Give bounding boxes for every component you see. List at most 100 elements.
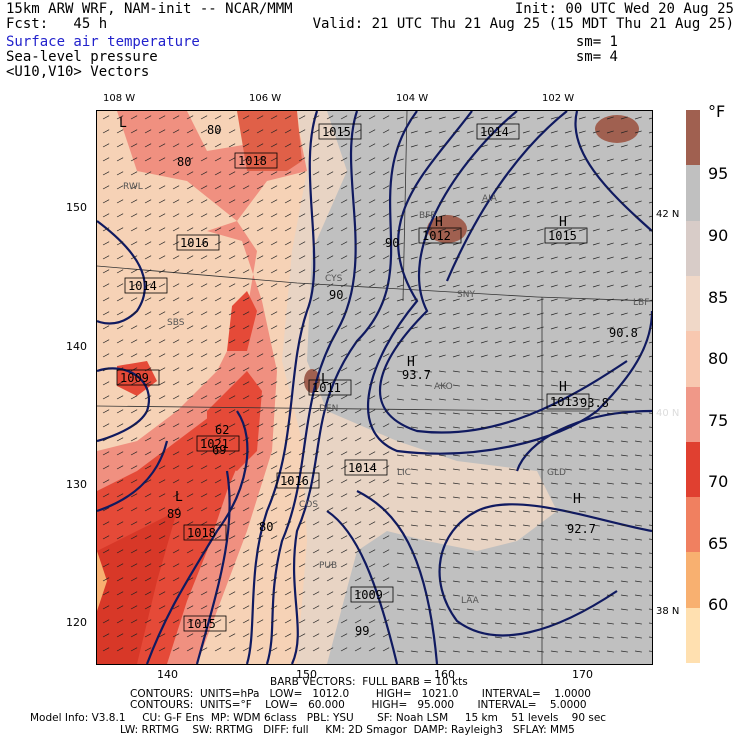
wind-barb — [494, 228, 502, 232]
wind-barb — [396, 270, 404, 274]
pressure-label: 1018 — [238, 154, 267, 168]
wind-barb — [214, 591, 222, 596]
wind-barb — [382, 269, 390, 274]
wind-barb — [466, 228, 474, 232]
wind-barb — [634, 524, 642, 527]
wind-barb — [368, 451, 376, 456]
temperature-value: 90 — [329, 288, 343, 302]
wind-barb — [578, 482, 586, 485]
wind-barb — [368, 381, 376, 386]
wind-barb — [130, 395, 138, 400]
lat-label-40n: 40 N — [656, 408, 680, 419]
colorbar-segment — [686, 441, 700, 498]
wind-barb — [480, 608, 488, 611]
wind-barb — [130, 451, 138, 456]
wind-barb — [298, 549, 306, 554]
wind-barb — [480, 326, 488, 330]
wind-barb — [340, 185, 348, 190]
wind-barb — [522, 594, 530, 597]
wind-barb — [144, 591, 152, 596]
wind-barb — [228, 129, 236, 134]
wind-barb — [550, 426, 558, 429]
wind-barb — [620, 370, 628, 373]
wind-barb — [648, 187, 652, 190]
wind-barb — [144, 129, 152, 134]
wind-barb — [592, 622, 600, 625]
colorbar-label: 90 — [708, 226, 729, 245]
wind-barb — [648, 299, 652, 302]
wind-barb — [186, 353, 194, 358]
wind-barb — [480, 270, 488, 274]
wind-barb — [438, 426, 446, 429]
wind-barb — [480, 130, 488, 134]
lon-label-108w: 108 W — [103, 93, 136, 104]
wind-barb — [116, 297, 124, 302]
wind-barb — [256, 381, 264, 386]
wind-barb — [242, 171, 250, 176]
wind-barb — [242, 241, 250, 246]
wind-barb — [648, 482, 652, 484]
wind-barb — [214, 535, 222, 540]
wind-barb — [284, 269, 292, 274]
wind-barb — [172, 647, 180, 652]
wind-barb — [228, 451, 236, 456]
wind-barb — [270, 577, 278, 582]
wind-barb — [382, 633, 390, 638]
wind-barb — [354, 255, 362, 260]
wind-barb — [522, 468, 530, 471]
wind-barb — [564, 454, 572, 457]
wind-barb — [130, 619, 138, 624]
wind-barb — [466, 186, 474, 190]
wind-barb — [200, 241, 208, 246]
wind-barb — [592, 454, 600, 457]
wind-barb — [228, 395, 236, 400]
wind-barb — [368, 367, 376, 372]
wind-barb — [620, 468, 628, 471]
wind-barb — [242, 465, 250, 470]
smoothing-1: sm= 1 — [575, 34, 618, 50]
wind-barb — [620, 284, 628, 288]
wind-barb — [158, 297, 166, 302]
grid-tick-y: 150 — [66, 201, 87, 214]
wind-barb — [508, 426, 516, 429]
wind-barb — [158, 185, 166, 190]
wind-barb — [354, 115, 362, 120]
wind-barb — [522, 552, 530, 555]
wind-barb — [116, 311, 124, 316]
wind-barb — [564, 608, 572, 611]
wind-barb — [200, 129, 208, 134]
wind-barb — [312, 339, 320, 344]
wind-barb — [186, 115, 194, 120]
wind-barb — [508, 284, 516, 288]
wind-barb — [270, 619, 278, 624]
wind-barb — [284, 311, 292, 316]
wind-barb — [480, 354, 488, 358]
wind-barb — [228, 479, 236, 484]
wind-barb — [102, 451, 110, 456]
wind-barb — [648, 552, 652, 554]
wind-barb — [452, 298, 460, 302]
wind-barb — [424, 650, 432, 653]
wind-barb — [312, 381, 320, 386]
wind-barb — [270, 199, 278, 204]
wind-barb — [200, 213, 208, 218]
wind-barb — [270, 563, 278, 568]
wind-barb — [326, 563, 334, 568]
wind-barb — [452, 256, 460, 260]
wind-barb — [522, 426, 530, 429]
wind-barb — [214, 381, 222, 386]
wind-barb — [256, 451, 264, 456]
wind-barb — [228, 423, 236, 428]
wind-barb — [102, 157, 110, 162]
wind-barb — [270, 115, 278, 120]
wind-barb — [550, 468, 558, 471]
wind-barb — [228, 465, 236, 470]
wind-barb — [536, 426, 544, 429]
wind-barb — [396, 468, 404, 471]
wind-barb — [312, 171, 320, 176]
wind-barb — [200, 311, 208, 316]
wind-barb — [130, 521, 138, 526]
wind-barb — [158, 395, 166, 400]
wind-barb — [550, 116, 558, 120]
wind-barb — [508, 312, 516, 316]
